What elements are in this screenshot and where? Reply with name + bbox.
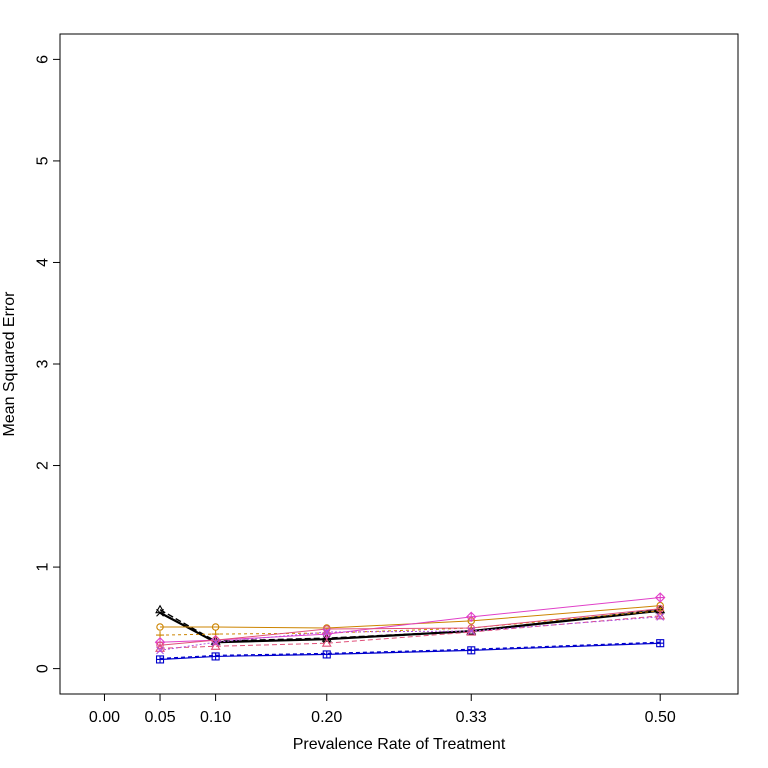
- data-point: [211, 638, 220, 647]
- series-line: [160, 605, 661, 629]
- data-point: [465, 611, 477, 623]
- x-tick-label: 0.00: [89, 709, 120, 726]
- data-point: [156, 646, 164, 655]
- data-point: [467, 627, 476, 635]
- data-point: [156, 641, 164, 650]
- data-point: [654, 592, 666, 603]
- series-line: [159, 608, 661, 646]
- y-tick-label: 2: [35, 461, 52, 470]
- series-layer: [154, 592, 666, 664]
- series-1: [156, 606, 665, 647]
- series-line: [159, 609, 661, 644]
- data-point: [656, 639, 665, 648]
- x-tick-label: 0.20: [311, 709, 342, 726]
- y-tick-label: 5: [35, 156, 52, 165]
- plot-frame: [59, 33, 739, 695]
- x-tick-label: 0.33: [456, 709, 487, 726]
- series-line: [160, 615, 661, 649]
- y-tick-label: 4: [35, 258, 52, 267]
- data-point: [322, 650, 331, 659]
- data-point: [321, 638, 332, 647]
- y-tick-label: 0: [35, 664, 52, 673]
- data-point: [322, 628, 331, 636]
- series-3: [159, 641, 661, 660]
- y-tick-label: 1: [35, 563, 52, 572]
- series-line: [160, 610, 661, 636]
- x-axis-title: Prevalence Rate of Treatment: [293, 736, 506, 753]
- x-tick-label: 0.10: [200, 709, 231, 726]
- series-9: [156, 612, 665, 655]
- y-axis-title: Mean Squared Error: [1, 291, 18, 437]
- series-line: [159, 641, 661, 660]
- x-axis: 0.00 0.05 0.10 0.20 0.33 0.50: [89, 694, 676, 726]
- series-2: [155, 639, 665, 664]
- data-point: [467, 646, 476, 655]
- data-point: [156, 623, 164, 631]
- x-tick-label: 0.05: [144, 709, 175, 726]
- y-axis: 0 1 2 3 4 5 6: [35, 55, 60, 673]
- data-point: [156, 608, 164, 617]
- y-tick-label: 6: [35, 55, 52, 64]
- data-point: [466, 626, 477, 636]
- series-line: [159, 616, 661, 651]
- data-point: [155, 655, 165, 664]
- x-tick-label: 0.50: [645, 709, 676, 726]
- data-point: [211, 652, 220, 661]
- y-tick-label: 3: [35, 359, 52, 368]
- data-point: [656, 612, 665, 621]
- series-4: [156, 601, 664, 632]
- data-point: [210, 641, 221, 650]
